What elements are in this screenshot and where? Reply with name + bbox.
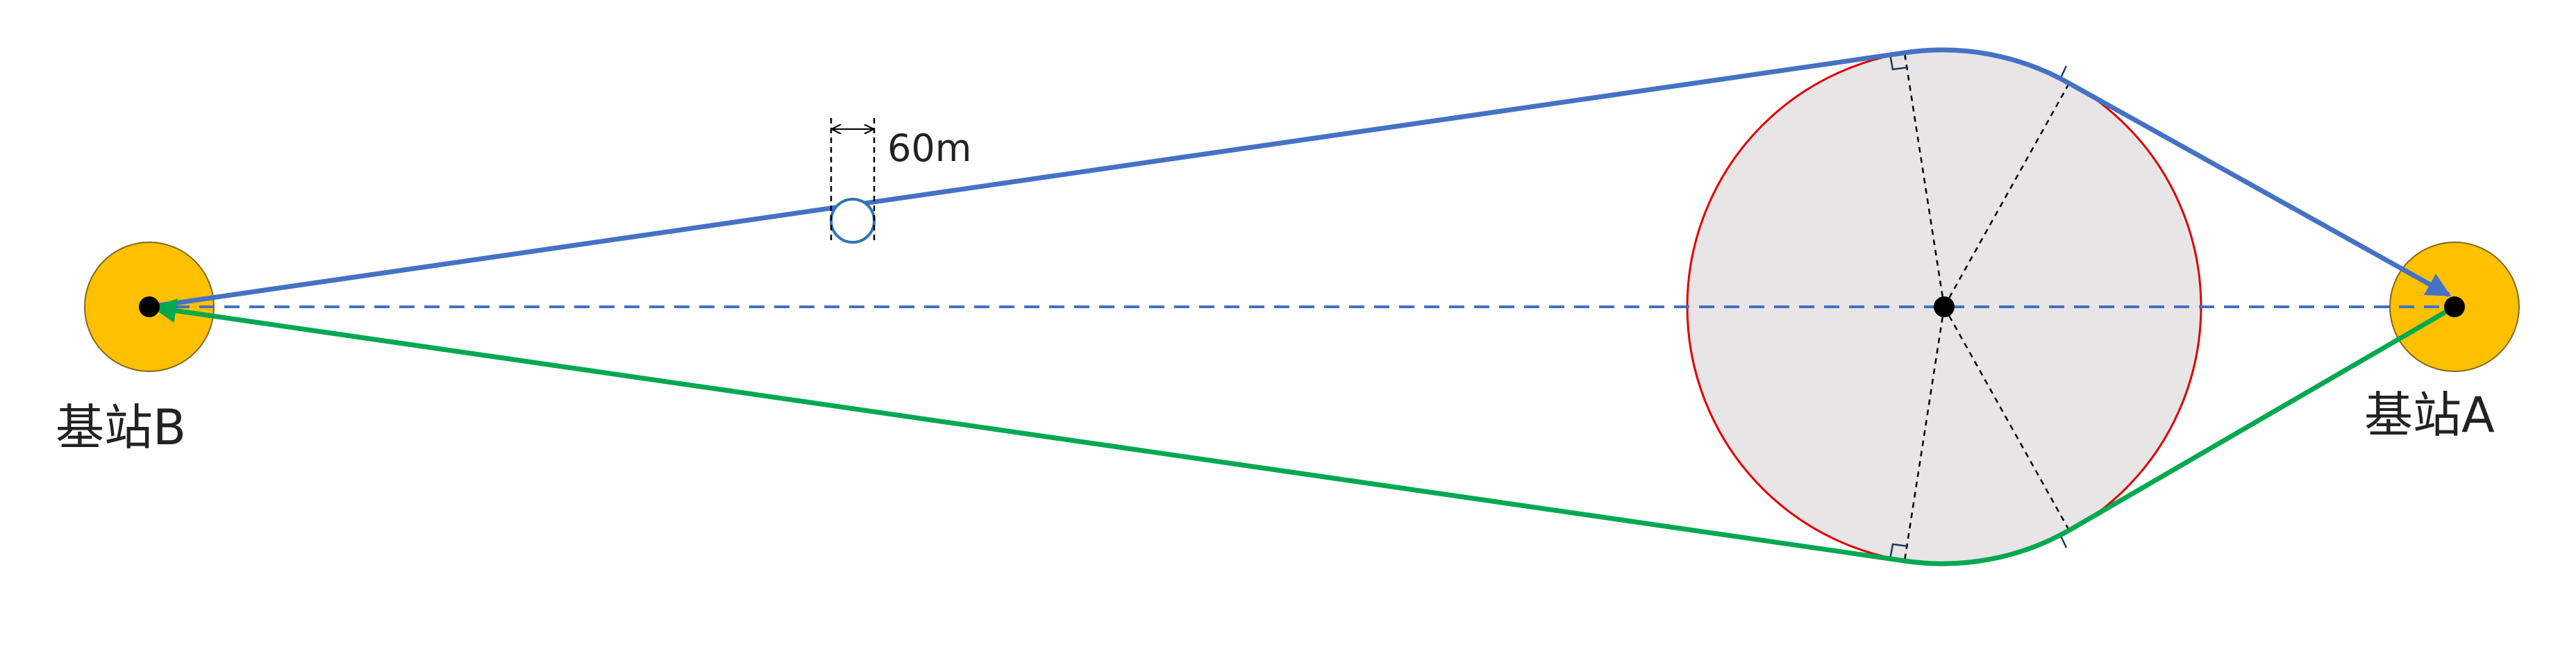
green-path — [151, 298, 2456, 566]
width-guide-lines — [830, 118, 876, 244]
station-a-label: 基站A — [2364, 387, 2495, 444]
obstacle-center-dot — [1934, 296, 1955, 317]
station-a-dot — [2444, 296, 2465, 317]
width-circle — [830, 198, 876, 244]
radius-lines — [1903, 52, 2071, 562]
width-label: 60m — [887, 126, 971, 170]
station-b-dot — [139, 296, 160, 317]
blue-path — [149, 47, 2452, 310]
station-b-label: 基站B — [56, 399, 186, 456]
